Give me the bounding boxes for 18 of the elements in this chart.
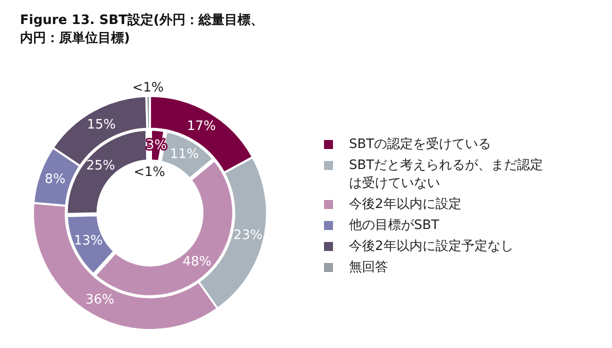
legend-label: SBTだと考えられるが、まだ認定は受けていない (349, 157, 544, 193)
chart-title: Figure 13. SBT設定(外円：総量目標、内円：原単位目標) (20, 12, 264, 48)
legend-label: 他の目標がSBT (349, 217, 440, 235)
data-label: 11% (170, 146, 199, 162)
data-label: 15% (86, 117, 116, 132)
data-label: 48% (182, 254, 212, 270)
data-label: <1% (134, 164, 166, 180)
legend-label: 今後2年以内に設定 (349, 196, 462, 214)
data-label: 13% (74, 234, 103, 249)
data-label: 17% (187, 118, 216, 134)
legend-label: 無回答 (349, 259, 389, 277)
legend-label: 今後2年以内に設定予定なし (349, 238, 514, 256)
data-label: 23% (234, 228, 262, 244)
data-label: 25% (86, 158, 116, 174)
legend-label: SBTの認定を受けている (349, 136, 492, 154)
data-label: 8% (44, 172, 66, 187)
data-label: <1% (132, 80, 164, 96)
data-label: 36% (85, 292, 114, 308)
